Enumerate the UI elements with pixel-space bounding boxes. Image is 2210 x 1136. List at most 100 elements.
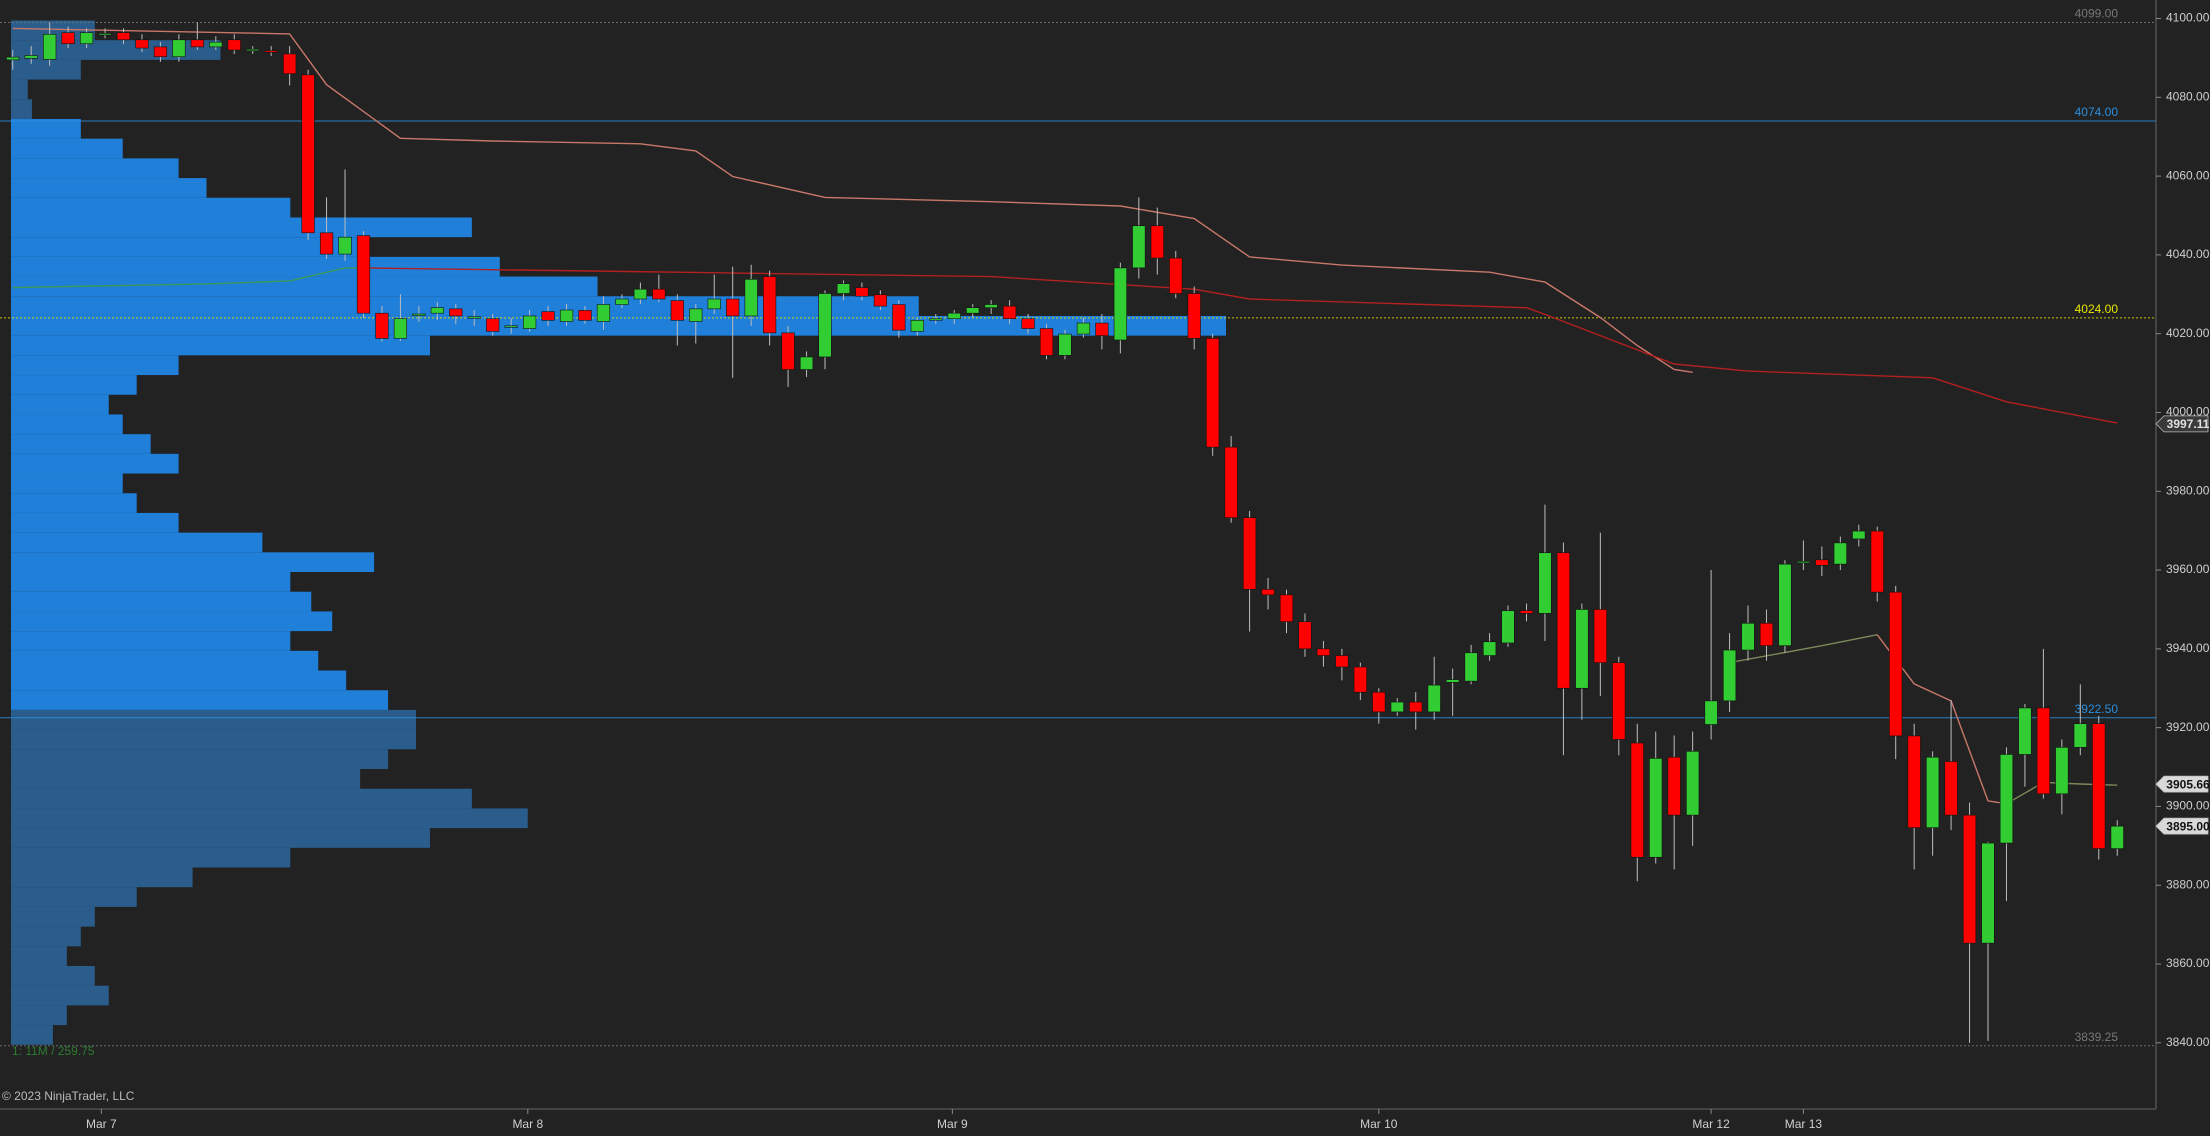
- profile-bar: [11, 40, 221, 60]
- profile-bar: [11, 532, 263, 553]
- candle-body: [1630, 742, 1644, 858]
- candle-body: [1796, 561, 1811, 564]
- candle-body: [153, 46, 168, 58]
- candle-body: [1039, 328, 1054, 356]
- candle-body: [43, 33, 57, 60]
- profile-bar: [11, 670, 347, 691]
- copyright: © 2023 NinjaTrader, LLC: [2, 1089, 135, 1103]
- profile-bar: [11, 650, 319, 671]
- y-tick-label: 3880.00: [2166, 877, 2210, 891]
- price-level-label: 4024.00: [2075, 302, 2119, 316]
- candle-body: [1852, 530, 1866, 540]
- price-level-label: 3839.25: [2075, 1030, 2119, 1044]
- price-level-label: 3922.50: [2075, 702, 2119, 716]
- profile-stats: 1: 11M / 259.75: [12, 1044, 95, 1058]
- price-marker: [2155, 775, 2209, 793]
- profile-bar: [11, 946, 67, 966]
- y-tick-label: 3900.00: [2166, 799, 2210, 813]
- x-tick-label: Mar 7: [86, 1117, 117, 1131]
- x-tick-label: Mar 8: [512, 1117, 543, 1131]
- profile-bar: [11, 906, 95, 927]
- profile-bar: [11, 867, 193, 888]
- candle-body: [1556, 552, 1571, 689]
- candle-body: [227, 39, 241, 51]
- candle-body: [1944, 761, 1958, 816]
- candle-body: [578, 310, 592, 321]
- candle-body: [1150, 225, 1164, 259]
- y-tick-label: 4080.00: [2166, 89, 2210, 103]
- candle-body: [61, 32, 75, 45]
- candle-body: [1372, 691, 1386, 713]
- candle-body: [1132, 225, 1146, 269]
- candle-body: [1575, 609, 1589, 689]
- profile-bar: [11, 611, 333, 632]
- profile-bar: [11, 217, 472, 238]
- candle-body: [283, 53, 297, 74]
- candle-body: [855, 287, 869, 297]
- candle-body: [1889, 591, 1903, 737]
- candle-body: [781, 332, 795, 370]
- profile-bar: [11, 296, 919, 316]
- candle-body: [430, 307, 444, 314]
- price-marker-label: 3905.66: [2166, 777, 2210, 791]
- profile-bar: [11, 690, 389, 710]
- candle-body: [1353, 666, 1367, 693]
- candle-body: [1076, 322, 1091, 335]
- candle-body: [1981, 842, 1995, 944]
- candle-body: [135, 39, 149, 49]
- candle-body: [1704, 700, 1718, 725]
- price-marker: [2155, 415, 2209, 433]
- candle-body: [24, 55, 38, 59]
- candle-body: [523, 315, 537, 329]
- profile-bar: [11, 276, 598, 297]
- candle-body: [818, 293, 832, 358]
- profile-bar: [11, 788, 472, 809]
- profile-bar: [11, 926, 81, 947]
- profile-bar: [11, 79, 28, 100]
- candle-body: [1778, 563, 1792, 647]
- profile-bar: [11, 197, 291, 218]
- candle-body: [1870, 530, 1884, 593]
- candle-body: [1999, 754, 2014, 844]
- profile-bar: [11, 749, 389, 770]
- candle-body: [1261, 589, 1275, 596]
- indicator-line: [363, 267, 2118, 424]
- x-tick-label: Mar 12: [1692, 1117, 1730, 1131]
- candle-body: [1021, 318, 1035, 329]
- candle-body: [1427, 684, 1441, 713]
- candle-body: [596, 304, 611, 322]
- candle-body: [1501, 610, 1515, 644]
- candle-body: [1759, 622, 1774, 647]
- candle-body: [172, 39, 186, 58]
- candle-body: [929, 318, 943, 321]
- candle-body: [744, 279, 758, 317]
- y-tick-label: 4060.00: [2166, 168, 2210, 182]
- candle-body: [1187, 293, 1201, 339]
- candle-body: [559, 309, 574, 322]
- profile-bar: [11, 118, 81, 139]
- profile-bar: [11, 808, 528, 829]
- candle-body: [412, 313, 426, 316]
- candle-body: [79, 32, 94, 45]
- candle-body: [799, 356, 814, 370]
- profile-bar: [11, 394, 109, 415]
- candle-body: [1667, 756, 1681, 816]
- y-tick-label: 4040.00: [2166, 247, 2210, 261]
- candle-body: [726, 298, 740, 317]
- candle-body: [1058, 333, 1072, 356]
- candle-body: [190, 39, 204, 48]
- candle-body: [393, 318, 408, 339]
- candle-body: [1446, 679, 1460, 683]
- candle-body: [246, 48, 260, 52]
- candle-body: [1538, 552, 1552, 614]
- profile-bar: [11, 355, 179, 376]
- candle-body: [541, 311, 555, 321]
- price-level-label: 4074.00: [2075, 105, 2119, 119]
- profile-bar: [11, 237, 361, 257]
- candle-body: [763, 276, 777, 334]
- candle-body: [1833, 542, 1847, 565]
- candle-body: [1169, 257, 1183, 294]
- profile-bar: [11, 335, 430, 356]
